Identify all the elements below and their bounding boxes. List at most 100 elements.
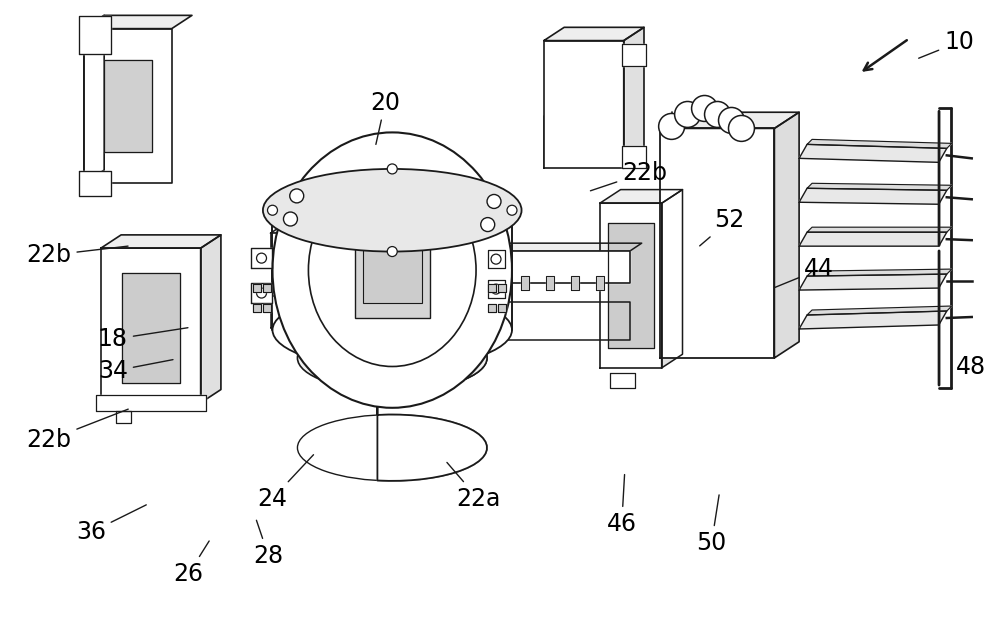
Text: 20: 20 <box>370 91 400 144</box>
Polygon shape <box>799 311 947 329</box>
Polygon shape <box>488 250 505 268</box>
Polygon shape <box>495 302 630 340</box>
Polygon shape <box>84 15 104 183</box>
Polygon shape <box>807 139 952 149</box>
Polygon shape <box>122 273 180 383</box>
Polygon shape <box>546 276 554 290</box>
Circle shape <box>719 107 744 133</box>
Polygon shape <box>377 325 487 481</box>
Circle shape <box>491 284 501 294</box>
Circle shape <box>507 205 517 215</box>
Circle shape <box>481 218 495 232</box>
Polygon shape <box>799 274 947 290</box>
Polygon shape <box>79 171 111 196</box>
Text: 22b: 22b <box>590 161 667 191</box>
Polygon shape <box>84 15 192 29</box>
Polygon shape <box>84 29 172 183</box>
Circle shape <box>387 164 397 174</box>
Text: 48: 48 <box>956 355 986 379</box>
Text: 46: 46 <box>607 475 637 536</box>
Text: 22a: 22a <box>447 463 500 510</box>
Polygon shape <box>624 27 644 168</box>
Polygon shape <box>488 304 496 312</box>
Text: 22b: 22b <box>26 243 128 267</box>
Polygon shape <box>544 27 644 41</box>
Polygon shape <box>495 251 630 283</box>
Polygon shape <box>807 183 952 190</box>
Polygon shape <box>799 232 947 246</box>
Circle shape <box>692 96 718 121</box>
Polygon shape <box>807 306 952 315</box>
Ellipse shape <box>308 174 476 366</box>
Polygon shape <box>622 146 646 168</box>
Polygon shape <box>622 43 646 66</box>
Polygon shape <box>101 235 221 248</box>
Polygon shape <box>521 276 529 290</box>
Polygon shape <box>600 189 683 204</box>
Circle shape <box>729 115 754 142</box>
Polygon shape <box>807 269 952 276</box>
Polygon shape <box>253 304 261 312</box>
Circle shape <box>257 288 267 298</box>
Text: 22b: 22b <box>26 409 128 452</box>
Text: 44: 44 <box>775 257 834 287</box>
Ellipse shape <box>272 172 512 249</box>
Polygon shape <box>544 41 624 168</box>
Polygon shape <box>660 128 774 358</box>
Polygon shape <box>495 243 642 251</box>
Polygon shape <box>101 248 201 403</box>
Polygon shape <box>498 284 506 292</box>
Polygon shape <box>251 283 272 303</box>
Text: 26: 26 <box>174 541 209 586</box>
Polygon shape <box>596 276 604 290</box>
Polygon shape <box>96 395 206 411</box>
Text: 50: 50 <box>696 495 727 555</box>
Polygon shape <box>498 304 506 312</box>
Polygon shape <box>321 262 329 274</box>
Polygon shape <box>610 373 635 388</box>
Circle shape <box>491 254 501 264</box>
Ellipse shape <box>297 325 487 391</box>
Text: 18: 18 <box>98 327 188 352</box>
Polygon shape <box>251 248 272 268</box>
Polygon shape <box>201 235 221 403</box>
Polygon shape <box>263 284 271 292</box>
Text: 34: 34 <box>98 359 173 383</box>
Text: 24: 24 <box>257 455 314 510</box>
Circle shape <box>257 253 267 263</box>
Polygon shape <box>600 204 662 368</box>
Polygon shape <box>660 112 799 128</box>
Bar <box>355 223 430 318</box>
Ellipse shape <box>263 169 522 251</box>
Polygon shape <box>116 411 131 423</box>
Polygon shape <box>799 188 947 204</box>
Polygon shape <box>263 304 271 312</box>
Circle shape <box>268 205 277 215</box>
Circle shape <box>290 189 304 203</box>
Circle shape <box>487 195 501 209</box>
Text: 10: 10 <box>919 30 974 58</box>
Polygon shape <box>253 284 261 292</box>
Circle shape <box>659 114 685 139</box>
Polygon shape <box>774 112 799 358</box>
Ellipse shape <box>272 133 512 408</box>
Polygon shape <box>488 284 496 292</box>
Polygon shape <box>271 233 395 268</box>
Polygon shape <box>301 262 309 274</box>
Circle shape <box>675 101 701 128</box>
Polygon shape <box>104 59 152 152</box>
Text: 28: 28 <box>253 520 284 568</box>
Ellipse shape <box>297 415 487 481</box>
Polygon shape <box>341 262 349 274</box>
Polygon shape <box>271 226 406 233</box>
Circle shape <box>283 212 297 226</box>
Polygon shape <box>807 227 952 232</box>
Ellipse shape <box>272 292 512 369</box>
Polygon shape <box>799 144 947 162</box>
Circle shape <box>387 246 397 256</box>
Bar <box>363 238 422 302</box>
Polygon shape <box>662 189 683 368</box>
Polygon shape <box>608 223 654 348</box>
Polygon shape <box>571 276 579 290</box>
Polygon shape <box>271 296 395 328</box>
